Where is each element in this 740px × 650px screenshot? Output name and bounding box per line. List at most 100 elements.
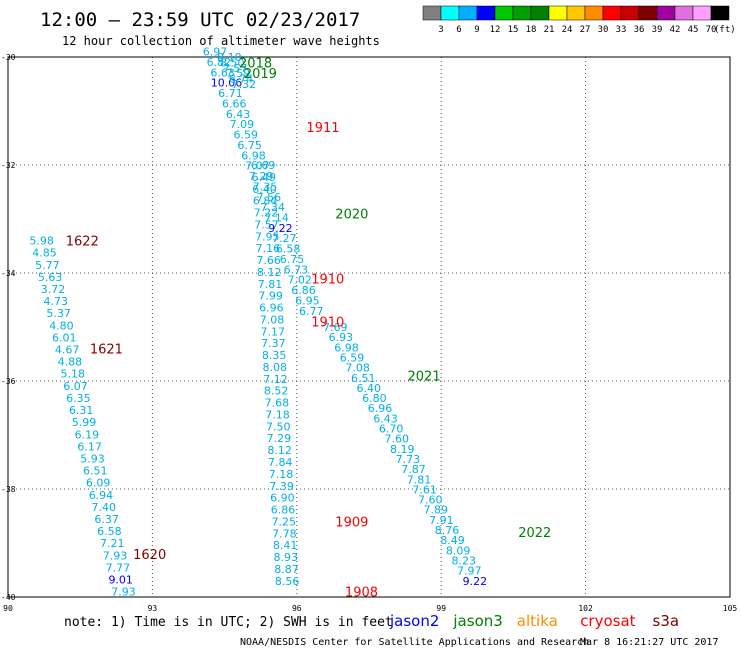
swh-value: 6.80 — [362, 392, 387, 405]
legend-swatch — [566, 5, 586, 21]
swh-value: 9.01 — [108, 573, 133, 586]
legend-label: 33 — [616, 25, 627, 35]
swh-value: 7.93 — [111, 586, 136, 599]
swh-value: 6.01 — [52, 331, 77, 344]
legend-label: 36 — [634, 25, 645, 35]
y-tick-label: -38 — [1, 485, 16, 494]
swh-value: 9.22 — [268, 222, 293, 235]
legend-label: 18 — [526, 25, 537, 35]
pass-time-label: 1620 — [133, 548, 166, 563]
satellite-name: jason2 — [389, 612, 439, 630]
swh-value: 6.90 — [270, 492, 295, 505]
swh-value: 6.77 — [299, 305, 324, 318]
swh-value: 5.93 — [80, 452, 105, 465]
swh-value: 7.50 — [266, 420, 291, 433]
legend-label: 6 — [456, 25, 461, 35]
swh-value: 10.06 — [211, 77, 243, 90]
pass-time-label: 1911 — [306, 121, 339, 136]
pass-time-label: 2019 — [244, 67, 277, 82]
swh-value: 7.29 — [249, 170, 274, 183]
pass-time-label: 2020 — [335, 208, 368, 223]
legend-swatch — [512, 5, 532, 21]
legend-unit: (ft) — [714, 25, 736, 35]
swh-value: 7.68 — [265, 397, 290, 410]
swh-value: 7.81 — [407, 473, 432, 486]
pass-time-label: 2021 — [408, 370, 441, 385]
swh-value: 7.39 — [269, 480, 294, 493]
pass-time-label: 1909 — [335, 515, 368, 530]
legend-label: 39 — [652, 25, 663, 35]
swh-value: 7.29 — [267, 432, 292, 445]
swh-value: 7.93 — [103, 549, 128, 562]
legend-label: 15 — [508, 25, 519, 35]
chart-title: 12:00 — 23:59 UTC 02/23/2017 — [40, 9, 360, 31]
legend-swatch — [548, 5, 568, 21]
swh-value: 7.91 — [429, 514, 454, 527]
swh-value: 7.84 — [268, 456, 293, 469]
legend-swatch — [458, 5, 478, 21]
legend-swatch — [422, 5, 442, 21]
swh-value: 7.60 — [384, 433, 409, 446]
chart-subtitle: 12 hour collection of altimeter wave hei… — [62, 34, 380, 48]
plot-grid — [8, 57, 730, 597]
swh-value: 8.12 — [267, 444, 292, 457]
legend-swatch — [710, 5, 730, 21]
swh-value: 5.99 — [72, 416, 97, 429]
swh-value: 4.85 — [32, 247, 57, 260]
x-tick-label: 96 — [292, 604, 302, 613]
swh-value: 6.75 — [237, 139, 262, 152]
y-tick-label: -40 — [1, 593, 16, 602]
footer-credit: NOAA/NESDIS Center for Satellite Applica… — [240, 637, 589, 648]
swh-value: 7.87 — [401, 463, 426, 476]
swh-value: 5.77 — [35, 259, 60, 272]
swh-value: 3.72 — [41, 283, 66, 296]
swh-value: 7.14 — [264, 211, 289, 224]
swh-value: 8.56 — [275, 575, 300, 588]
swh-value: 6.40 — [252, 183, 277, 196]
swh-value: 6.98 — [334, 341, 359, 354]
swh-value: 6.73 — [284, 263, 309, 276]
swh-value: 7.16 — [256, 242, 281, 255]
pass-time-label: 1908 — [345, 586, 378, 601]
legend-swatch — [584, 5, 604, 21]
satellite-name: cryosat — [580, 612, 635, 630]
swh-value: 5.63 — [38, 271, 63, 284]
swh-value: 7.60 — [418, 494, 443, 507]
satellite-name: s3a — [653, 612, 680, 630]
swh-value: 6.58 — [97, 525, 122, 538]
legend-swatch — [476, 5, 496, 21]
satellite-name: altika — [517, 612, 558, 630]
legend-label: 70 — [706, 25, 717, 35]
swh-value: 6.19 — [75, 428, 100, 441]
pass-time-label: 2022 — [518, 526, 551, 541]
swh-value: 6.49 — [252, 171, 277, 184]
swh-value: 7.25 — [271, 515, 296, 528]
swh-value: 6.37 — [94, 513, 119, 526]
swh-value: 7.34 — [260, 201, 285, 214]
legend-swatch — [620, 5, 640, 21]
swh-value: 6.86 — [291, 284, 316, 297]
swh-value: 4.88 — [58, 356, 83, 369]
swh-value: 6.43 — [226, 108, 251, 121]
x-tick-label: 99 — [436, 604, 446, 613]
x-tick-label: 105 — [723, 604, 738, 613]
swh-value: 8.50 — [220, 56, 245, 69]
swh-value: 7.17 — [260, 325, 285, 338]
y-tick-label: -36 — [1, 377, 16, 386]
pass-time-label: 1910 — [311, 316, 344, 331]
satellite-name: jason3 — [452, 612, 502, 630]
swh-value: 6.69 — [251, 159, 276, 172]
swh-value: 6.84 — [253, 195, 278, 208]
swh-value: 5.98 — [29, 235, 54, 248]
swh-value: 5.18 — [60, 368, 85, 381]
swh-value: 7.99 — [258, 290, 283, 303]
swh-value: 6.71 — [218, 87, 243, 100]
swh-value: 6.51 — [351, 372, 376, 385]
legend-label: 21 — [544, 25, 555, 35]
axis-ticks: 90 93 96 99 102 105 -30 -32 -34 -36 -38 -40 — [1, 53, 737, 613]
swh-value: 7.57 — [223, 62, 248, 75]
swh-value: 8.87 — [274, 563, 299, 576]
swh-value: 6.35 — [66, 392, 91, 405]
legend-label: 42 — [670, 25, 681, 35]
